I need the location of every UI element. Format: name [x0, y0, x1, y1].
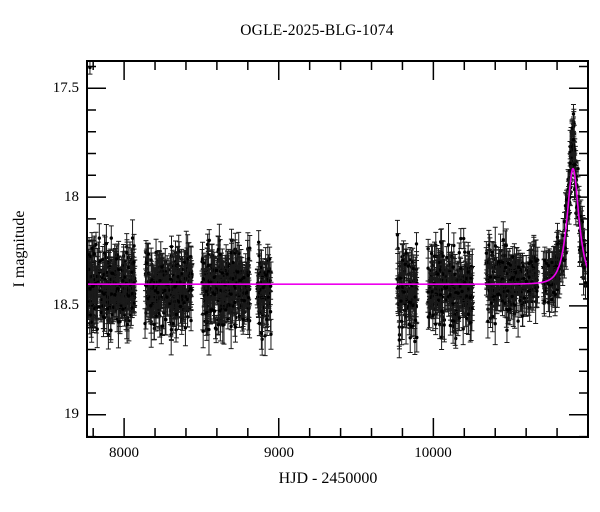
y-tick-label: 18.5 [52, 297, 79, 313]
x-axis-label: HJD - 2450000 [278, 470, 378, 487]
y-axis-label: I magnitude [11, 210, 28, 288]
y-tick-label: 19 [64, 406, 79, 422]
y-tick-label: 18 [64, 189, 79, 205]
x-tick-label: 9000 [264, 445, 294, 461]
x-tick-label: 10000 [414, 445, 452, 461]
x-tick-label: 8000 [109, 445, 139, 461]
y-tick-label: 17.5 [52, 80, 79, 96]
chart-title: OGLE-2025-BLG-1074 [240, 22, 394, 39]
